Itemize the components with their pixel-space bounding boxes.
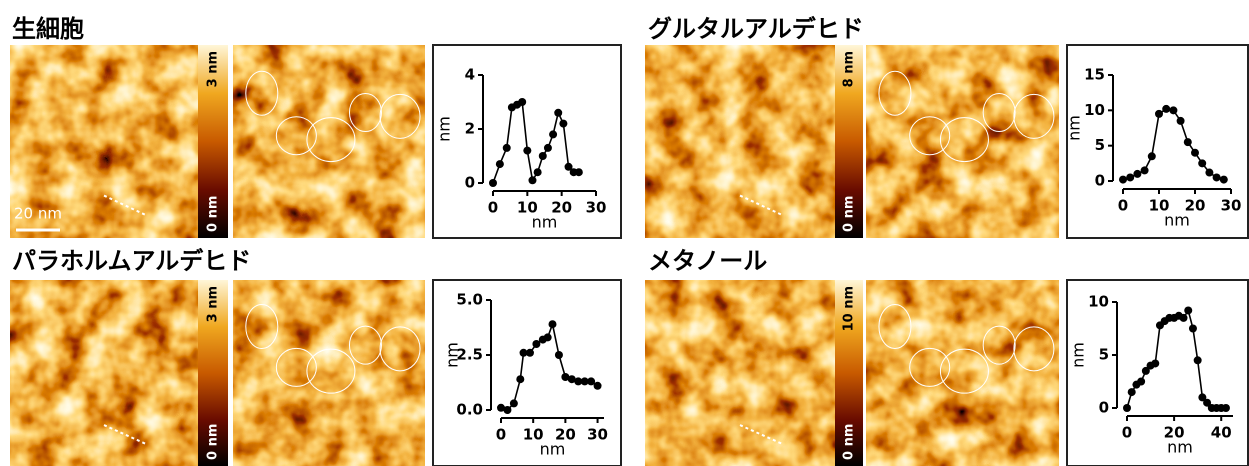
data-point xyxy=(1123,404,1131,412)
data-point xyxy=(544,333,552,341)
data-point xyxy=(1169,106,1177,114)
x-tick-label: 30 xyxy=(1221,197,1242,215)
scale-bar-label: 20 nm xyxy=(14,205,62,223)
y-tick-label: 10 xyxy=(1084,101,1105,119)
panel-title: 生細胞 xyxy=(12,15,84,43)
colorbar-min-label: 0 nm xyxy=(206,196,221,232)
afm-image xyxy=(645,280,835,466)
data-point xyxy=(1220,176,1228,184)
y-tick-label: 5 xyxy=(1095,136,1105,154)
x-tick-label: 30 xyxy=(587,426,608,444)
data-point xyxy=(1119,176,1127,184)
x-tick-label: 0 xyxy=(1118,197,1128,215)
afm-image xyxy=(645,45,835,238)
segmented-image xyxy=(233,45,425,238)
data-point xyxy=(1180,314,1188,322)
data-point xyxy=(544,144,552,152)
data-point xyxy=(554,109,562,117)
data-point xyxy=(534,168,542,176)
data-point xyxy=(1191,149,1199,157)
data-point xyxy=(1189,325,1197,333)
y-tick-label: 0.0 xyxy=(456,401,483,419)
y-tick-label: 2 xyxy=(465,120,475,138)
data-point xyxy=(1162,105,1170,113)
data-point xyxy=(1126,173,1134,181)
colorbar-max-label: 3 nm xyxy=(206,51,221,87)
panel-title: グルタルアルデヒド xyxy=(648,15,864,43)
y-axis-label: nm xyxy=(1065,115,1084,141)
x-axis-label: nm xyxy=(1167,438,1193,457)
colorbar-min-label: 0 nm xyxy=(842,424,857,460)
data-point xyxy=(575,168,583,176)
colorbar-max-label: 10 nm xyxy=(842,286,857,331)
data-point xyxy=(1184,306,1192,314)
data-point xyxy=(539,152,547,160)
y-tick-label: 0 xyxy=(1099,399,1109,417)
x-axis-label: nm xyxy=(1164,211,1190,230)
data-point xyxy=(1148,152,1156,160)
x-tick-label: 0 xyxy=(1122,424,1132,442)
data-point xyxy=(1213,173,1221,181)
panel-title: パラホルムアルデヒド xyxy=(12,247,251,275)
x-axis-label: nm xyxy=(540,440,566,459)
data-point xyxy=(1137,378,1145,386)
data-point xyxy=(549,130,557,138)
y-axis-label: nm xyxy=(435,116,454,142)
segmented-image xyxy=(233,280,425,466)
data-point xyxy=(489,179,497,187)
colorbar-max-label: 3 nm xyxy=(206,286,221,322)
data-point xyxy=(1177,117,1185,125)
segmented-image xyxy=(866,45,1059,238)
x-tick-label: 0 xyxy=(496,426,506,444)
data-point xyxy=(516,375,524,383)
data-point xyxy=(503,406,511,414)
y-tick-label: 4 xyxy=(465,66,475,84)
segmented-image xyxy=(866,280,1059,466)
data-point xyxy=(1128,388,1136,396)
data-point xyxy=(1133,170,1141,178)
panel-title: メタノール xyxy=(648,247,767,275)
x-tick-label: 0 xyxy=(488,199,498,217)
data-point xyxy=(1151,359,1159,367)
data-point xyxy=(1155,110,1163,118)
data-point xyxy=(549,320,557,328)
data-point xyxy=(1205,169,1213,177)
data-point xyxy=(594,382,602,390)
y-tick-label: 10 xyxy=(1088,293,1109,311)
data-point xyxy=(528,176,536,184)
afm-image xyxy=(10,280,198,466)
data-point xyxy=(1222,404,1230,412)
colorbar-min-label: 0 nm xyxy=(206,424,221,460)
data-point xyxy=(1198,159,1206,167)
data-point xyxy=(555,351,563,359)
figure: 生細胞3 nm0 nm20 nm0240102030nmnmグルタルアルデヒド8… xyxy=(0,0,1249,466)
data-point xyxy=(1194,356,1202,364)
y-tick-label: 0 xyxy=(465,174,475,192)
data-point xyxy=(518,98,526,106)
y-axis-label: nm xyxy=(1069,342,1088,368)
y-axis-label: nm xyxy=(443,342,462,368)
x-tick-label: 30 xyxy=(586,199,607,217)
data-point xyxy=(1141,166,1149,174)
y-tick-label: 5.0 xyxy=(456,291,483,309)
data-point xyxy=(496,160,504,168)
x-tick-label: 40 xyxy=(1211,424,1232,442)
colorbar-min-label: 0 nm xyxy=(842,196,857,232)
data-point xyxy=(510,399,518,407)
colorbar-max-label: 8 nm xyxy=(842,51,857,87)
y-tick-label: 15 xyxy=(1084,66,1105,84)
y-tick-label: 0 xyxy=(1095,172,1105,190)
x-axis-label: nm xyxy=(532,213,558,232)
data-point xyxy=(523,147,531,155)
y-tick-label: 5 xyxy=(1099,346,1109,364)
data-point xyxy=(503,144,511,152)
data-point xyxy=(559,120,567,128)
data-point xyxy=(1184,138,1192,146)
data-point xyxy=(526,349,534,357)
